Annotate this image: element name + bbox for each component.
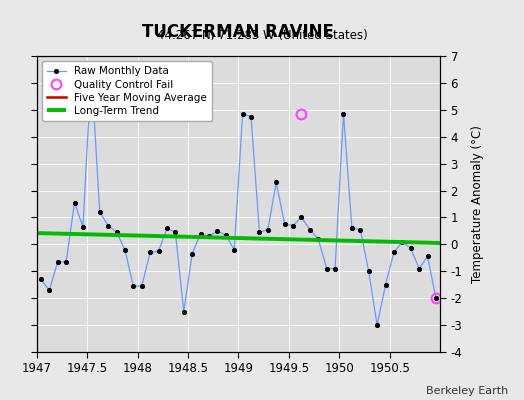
Raw Monthly Data: [366, 269, 372, 274]
Raw Monthly Data: [265, 227, 271, 232]
Raw Monthly Data: [408, 246, 414, 251]
Quality Control Fail: [298, 112, 304, 116]
Y-axis label: Temperature Anomaly (°C): Temperature Anomaly (°C): [471, 125, 484, 283]
Raw Monthly Data: [164, 226, 170, 231]
Raw Monthly Data: [239, 112, 246, 116]
Raw Monthly Data: [105, 223, 111, 228]
Raw Monthly Data: [248, 114, 254, 119]
Raw Monthly Data: [88, 67, 94, 72]
Raw Monthly Data: [424, 254, 431, 259]
Quality Control Fail: [433, 296, 439, 300]
Raw Monthly Data: [63, 260, 69, 264]
Raw Monthly Data: [391, 250, 397, 255]
Raw Monthly Data: [189, 251, 195, 256]
Raw Monthly Data: [96, 210, 103, 214]
Raw Monthly Data: [416, 266, 422, 271]
Text: 44.267 N, 71.283 W (United States): 44.267 N, 71.283 W (United States): [157, 29, 367, 42]
Title: TUCKERMAN RAVINE: TUCKERMAN RAVINE: [143, 22, 334, 40]
Line: Raw Monthly Data: Raw Monthly Data: [39, 67, 438, 327]
Raw Monthly Data: [147, 250, 154, 255]
Raw Monthly Data: [231, 247, 237, 252]
Raw Monthly Data: [298, 215, 304, 220]
Raw Monthly Data: [315, 236, 321, 241]
Raw Monthly Data: [139, 284, 145, 288]
Raw Monthly Data: [307, 227, 313, 232]
Raw Monthly Data: [71, 200, 78, 205]
Text: Berkeley Earth: Berkeley Earth: [426, 386, 508, 396]
Raw Monthly Data: [399, 239, 406, 244]
Raw Monthly Data: [332, 266, 338, 271]
Raw Monthly Data: [130, 284, 136, 288]
Raw Monthly Data: [80, 224, 86, 229]
Raw Monthly Data: [54, 260, 61, 264]
Raw Monthly Data: [181, 309, 187, 314]
Raw Monthly Data: [156, 249, 162, 254]
Raw Monthly Data: [357, 227, 364, 232]
Raw Monthly Data: [256, 230, 263, 235]
Raw Monthly Data: [281, 222, 288, 226]
Raw Monthly Data: [122, 247, 128, 252]
Raw Monthly Data: [113, 230, 119, 235]
Raw Monthly Data: [374, 323, 380, 328]
Raw Monthly Data: [198, 231, 204, 236]
Raw Monthly Data: [206, 234, 212, 239]
Raw Monthly Data: [433, 296, 439, 300]
Line: Quality Control Fail: Quality Control Fail: [297, 109, 441, 303]
Raw Monthly Data: [273, 180, 279, 185]
Raw Monthly Data: [214, 228, 221, 233]
Raw Monthly Data: [38, 277, 44, 282]
Raw Monthly Data: [172, 230, 179, 235]
Raw Monthly Data: [46, 288, 52, 292]
Raw Monthly Data: [341, 112, 347, 116]
Raw Monthly Data: [223, 232, 229, 237]
Raw Monthly Data: [383, 282, 389, 287]
Legend: Raw Monthly Data, Quality Control Fail, Five Year Moving Average, Long-Term Tren: Raw Monthly Data, Quality Control Fail, …: [42, 61, 212, 121]
Raw Monthly Data: [349, 226, 355, 231]
Raw Monthly Data: [290, 223, 296, 228]
Raw Monthly Data: [323, 266, 330, 271]
